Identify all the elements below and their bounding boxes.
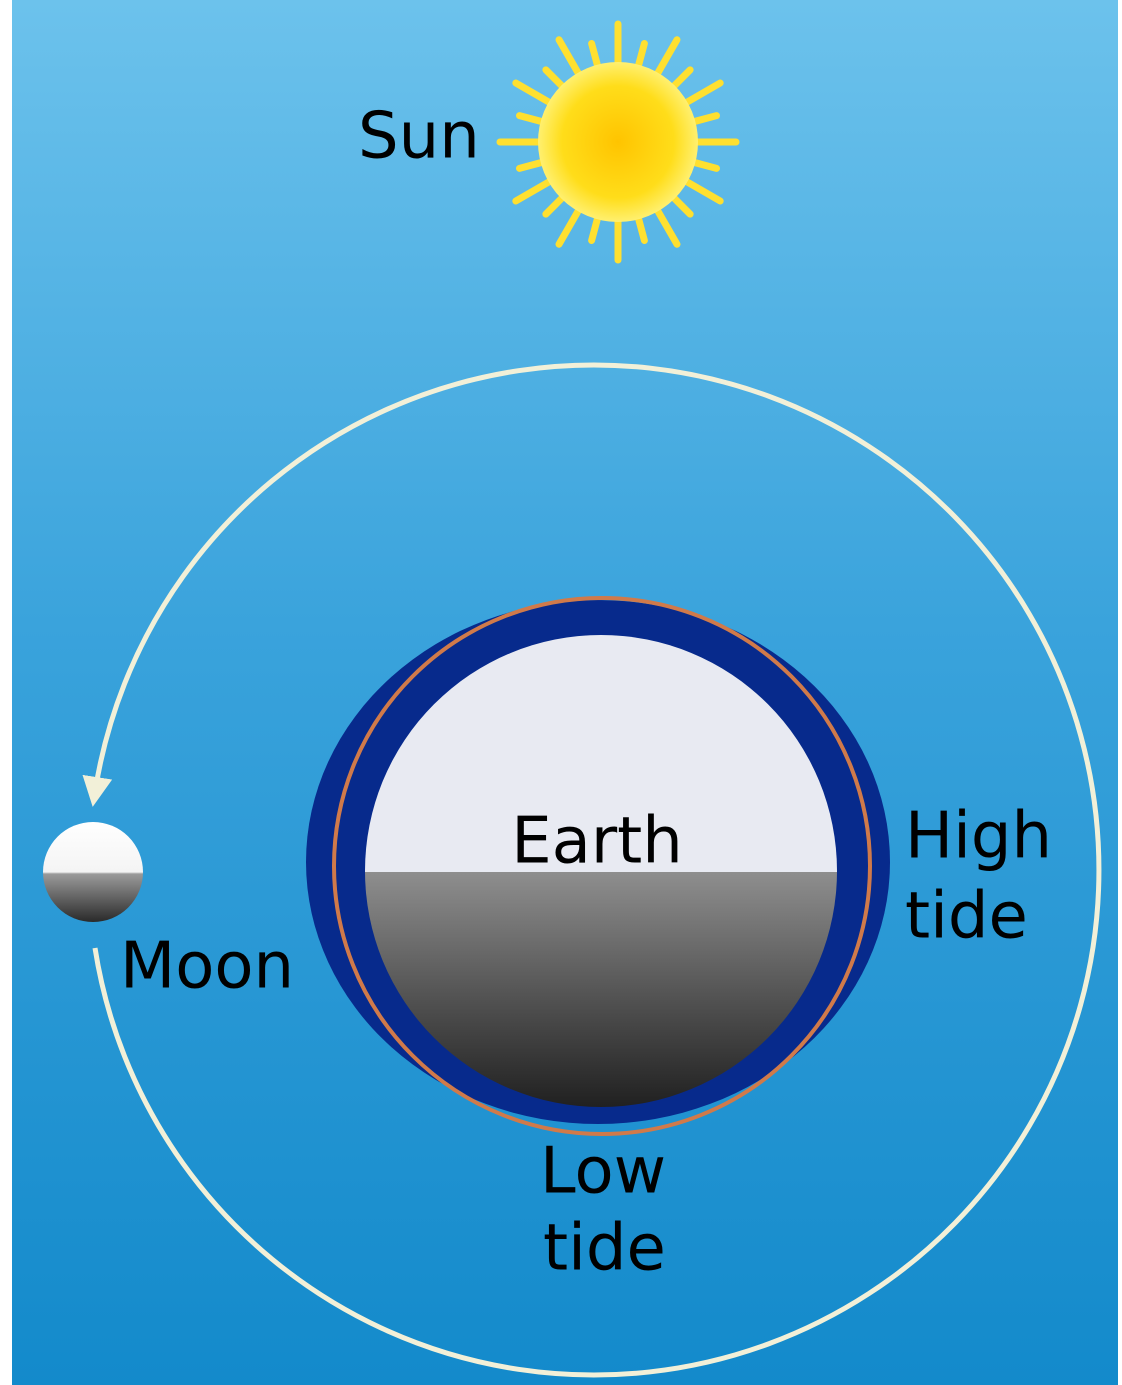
sun-core bbox=[538, 62, 698, 222]
moon-orbit bbox=[82, 362, 1102, 1378]
sun bbox=[496, 20, 740, 264]
sun-ray bbox=[512, 79, 554, 107]
moon-label: Moon bbox=[120, 930, 294, 1004]
sun-ray bbox=[669, 66, 694, 91]
earth-label: Earth bbox=[511, 805, 683, 879]
high-tide-label: High bbox=[905, 800, 1052, 874]
sun-ray bbox=[542, 193, 567, 218]
sun-ray bbox=[555, 36, 583, 78]
ocean-line bbox=[332, 596, 872, 1136]
low-tide-label: Low bbox=[540, 1135, 666, 1209]
sun-ray bbox=[512, 177, 554, 205]
sun-ray bbox=[634, 39, 648, 71]
sun-ray bbox=[515, 112, 547, 126]
sun-ray bbox=[682, 79, 724, 107]
moon bbox=[43, 822, 143, 922]
sun-ray bbox=[653, 206, 681, 248]
sun-ray bbox=[689, 158, 721, 172]
sun-ray bbox=[653, 36, 681, 78]
sun-ray bbox=[689, 112, 721, 126]
sun-ray bbox=[682, 177, 724, 205]
low-tide-label: tide bbox=[543, 1212, 666, 1286]
high-tide-label: tide bbox=[905, 880, 1028, 954]
sun-ray bbox=[669, 193, 694, 218]
sun-ray bbox=[588, 39, 602, 71]
sun-label: Sun bbox=[358, 100, 480, 174]
sun-ray bbox=[555, 206, 583, 248]
sun-ray bbox=[634, 213, 648, 245]
sun-ray bbox=[542, 66, 567, 91]
sun-ray bbox=[588, 213, 602, 245]
sun-ray bbox=[515, 158, 547, 172]
